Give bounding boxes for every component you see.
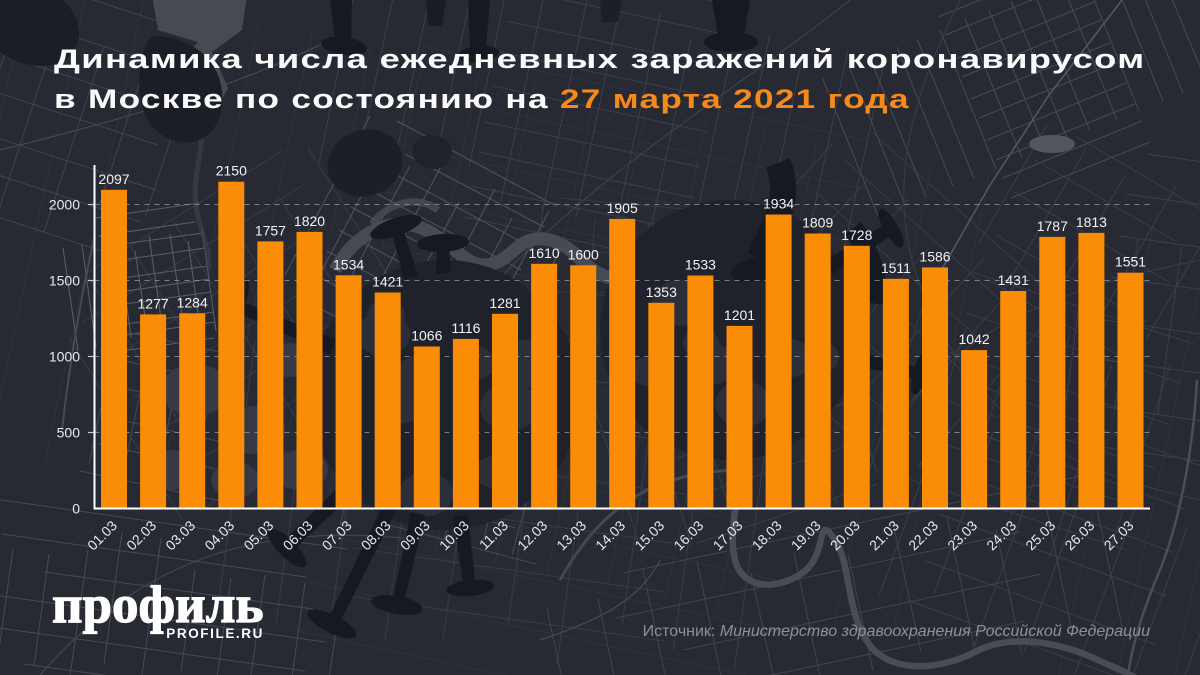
svg-text:1813: 1813 (1076, 214, 1107, 230)
svg-text:1281: 1281 (489, 295, 520, 311)
svg-text:1934: 1934 (763, 196, 794, 212)
svg-text:1551: 1551 (1115, 254, 1146, 270)
svg-text:1610: 1610 (529, 245, 560, 261)
svg-text:1600: 1600 (568, 246, 599, 262)
svg-text:1431: 1431 (998, 272, 1029, 288)
svg-text:1757: 1757 (255, 222, 286, 238)
svg-text:1353: 1353 (646, 284, 677, 300)
svg-text:1066: 1066 (411, 328, 442, 344)
svg-text:1284: 1284 (177, 294, 208, 310)
svg-text:1421: 1421 (372, 274, 403, 290)
svg-text:1533: 1533 (685, 257, 716, 273)
svg-text:1728: 1728 (841, 227, 872, 243)
svg-text:2000: 2000 (49, 197, 80, 213)
svg-text:1116: 1116 (451, 320, 480, 336)
svg-text:1000: 1000 (49, 349, 80, 365)
svg-text:1201: 1201 (724, 307, 755, 323)
svg-text:1586: 1586 (919, 248, 950, 264)
svg-text:1042: 1042 (959, 331, 990, 347)
svg-text:1500: 1500 (49, 273, 80, 289)
svg-text:1809: 1809 (802, 215, 833, 231)
svg-text:1534: 1534 (333, 256, 364, 272)
svg-text:1787: 1787 (1037, 218, 1068, 234)
svg-text:1277: 1277 (138, 295, 169, 311)
svg-text:2097: 2097 (98, 171, 129, 187)
svg-text:500: 500 (57, 425, 81, 441)
svg-text:1905: 1905 (607, 200, 638, 216)
svg-text:1820: 1820 (294, 213, 325, 229)
svg-text:0: 0 (72, 501, 80, 517)
svg-text:2150: 2150 (216, 163, 247, 179)
svg-text:1511: 1511 (881, 260, 911, 276)
